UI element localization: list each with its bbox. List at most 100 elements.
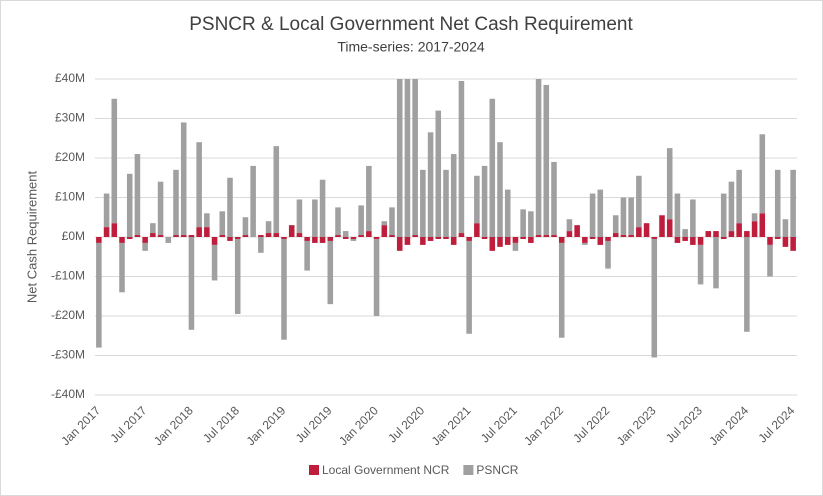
bar [636, 175, 642, 228]
bar [628, 197, 634, 236]
bar [358, 235, 364, 237]
bar [427, 132, 434, 237]
bar [296, 199, 303, 234]
bar [474, 223, 480, 237]
bar [396, 79, 403, 237]
bar [674, 193, 681, 237]
bar [520, 237, 526, 239]
bar [574, 225, 580, 237]
bar [744, 231, 750, 237]
bar [420, 169, 426, 237]
bar [435, 110, 442, 237]
bar [335, 207, 341, 236]
bar [319, 179, 326, 237]
bar [551, 161, 557, 236]
bar [759, 213, 766, 237]
bar [188, 235, 195, 237]
bar [620, 197, 627, 236]
y-tick-label: -£10M [51, 269, 85, 283]
bar [481, 237, 488, 239]
bar [528, 211, 534, 237]
bar [697, 244, 704, 285]
bar [173, 235, 179, 237]
bar [612, 233, 619, 237]
bar [404, 237, 411, 245]
bar [566, 231, 573, 237]
bar [111, 223, 118, 237]
bar [551, 235, 557, 237]
bar [582, 237, 588, 243]
bar [767, 244, 773, 277]
bar [103, 227, 110, 237]
bar [327, 237, 334, 241]
bar [636, 227, 642, 237]
bar [126, 173, 133, 237]
bar [597, 189, 604, 237]
bar [342, 237, 349, 239]
y-tick-label: £40M [55, 71, 85, 85]
bar [450, 237, 457, 245]
bar [250, 165, 256, 237]
bar [682, 237, 688, 241]
bar [466, 240, 472, 334]
bar [304, 237, 310, 241]
y-tick-label: -£40M [51, 387, 85, 401]
bar [605, 237, 611, 241]
bar [620, 235, 627, 237]
bar [412, 235, 418, 237]
bar [342, 231, 349, 237]
bar [628, 235, 634, 237]
bar [643, 223, 650, 237]
bar [111, 98, 118, 224]
bar [227, 237, 233, 241]
bar [180, 122, 187, 236]
bar [420, 237, 426, 245]
bar [489, 237, 496, 251]
bar [435, 237, 442, 239]
bar [558, 242, 565, 338]
bar [697, 237, 704, 245]
bar [481, 165, 488, 237]
bar [504, 189, 511, 237]
y-tick-label: £10M [55, 190, 85, 204]
bar [234, 237, 241, 239]
bar [427, 237, 434, 241]
bar [335, 235, 341, 237]
bar [751, 213, 758, 222]
bar [281, 237, 287, 239]
bar [728, 231, 735, 237]
bar [350, 238, 357, 241]
bar [443, 169, 449, 237]
bar [582, 242, 588, 245]
bar [126, 237, 133, 239]
bar [142, 242, 148, 251]
bar [666, 148, 673, 220]
bar [458, 233, 465, 237]
bar [589, 193, 596, 237]
bar [474, 175, 480, 224]
bar [443, 237, 449, 239]
bar [528, 237, 534, 243]
bar [720, 193, 727, 237]
bar [188, 237, 195, 330]
bar [736, 169, 742, 224]
bar [520, 209, 526, 237]
bar [790, 169, 796, 237]
bar [196, 142, 202, 228]
bar [497, 142, 503, 237]
bar [327, 240, 334, 305]
bar [258, 237, 264, 253]
bar [157, 235, 164, 237]
bar [119, 237, 125, 243]
bar [134, 235, 141, 237]
bar [535, 235, 542, 237]
chart-title: PSNCR & Local Government Net Cash Requir… [189, 14, 633, 35]
bar [180, 235, 187, 237]
bar [312, 237, 318, 243]
y-tick-label: £30M [55, 111, 85, 125]
bar [204, 227, 210, 237]
bar [412, 79, 418, 236]
bar [119, 242, 125, 293]
y-tick-label: -£20M [51, 308, 85, 322]
